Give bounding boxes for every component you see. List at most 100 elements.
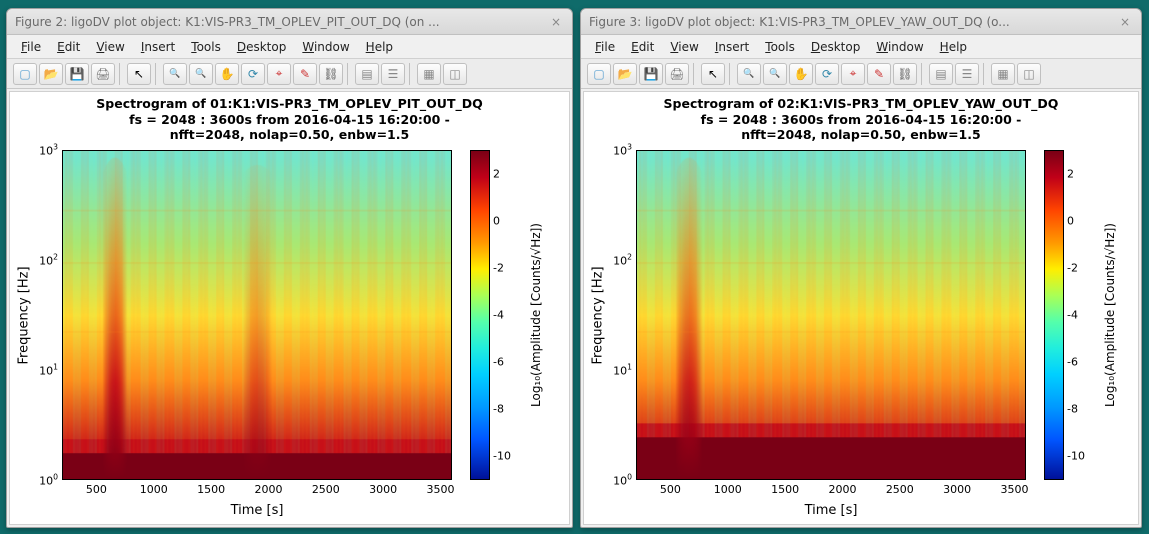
grid-icon[interactable]: ▦ xyxy=(417,63,441,85)
zoom-in-icon[interactable]: 🔍 xyxy=(737,63,761,85)
menu-edit[interactable]: Edit xyxy=(625,38,660,56)
x-tick: 3000 xyxy=(943,480,971,496)
link-icon[interactable]: ⛓ xyxy=(893,63,917,85)
menubar: FileEditView InsertToolsDesktopWindow Help xyxy=(7,35,572,59)
colorbar-icon[interactable]: ▤ xyxy=(929,63,953,85)
menu-file[interactable]: File xyxy=(589,38,621,56)
zoom-out-icon[interactable]: 🔍 xyxy=(763,63,787,85)
pointer-icon[interactable]: ↖ xyxy=(701,63,725,85)
y-tick: 101 xyxy=(613,363,636,378)
colorbar-label: Log₁₀(Amplitude [Counts/√Hz]) xyxy=(1102,150,1118,480)
datacursor-icon[interactable]: ⌖ xyxy=(267,63,291,85)
colorbar-tick: 2 xyxy=(1063,168,1074,181)
colorbar-tick: -4 xyxy=(1063,309,1078,322)
close-icon[interactable]: × xyxy=(1117,15,1133,29)
menu-window[interactable]: Window xyxy=(296,38,355,56)
menu-insert[interactable]: Insert xyxy=(709,38,755,56)
menu-view[interactable]: View xyxy=(664,38,704,56)
menubar: FileEditView InsertToolsDesktopWindow Help xyxy=(581,35,1141,59)
window-title: Figure 3: ligoDV plot object: K1:VIS-PR3… xyxy=(589,15,1117,29)
link-icon[interactable]: ⛓ xyxy=(319,63,343,85)
colorbar-icon[interactable]: ▤ xyxy=(355,63,379,85)
toolbar-separator xyxy=(693,63,697,85)
legend-icon[interactable]: ☰ xyxy=(955,63,979,85)
spectrogram-axes[interactable] xyxy=(636,150,1026,480)
menu-view[interactable]: View xyxy=(90,38,130,56)
x-tick: 1000 xyxy=(140,480,168,496)
zoom-in-icon[interactable]: 🔍 xyxy=(163,63,187,85)
x-tick: 3500 xyxy=(1001,480,1029,496)
titlebar[interactable]: Figure 2: ligoDV plot object: K1:VIS-PR3… xyxy=(7,9,572,35)
toolbar-separator xyxy=(347,63,351,85)
y-axis-label: Frequency [Hz] xyxy=(16,150,32,480)
x-tick: 1000 xyxy=(714,480,742,496)
rotate-icon[interactable]: ⟳ xyxy=(241,63,265,85)
colorbar-tick: 0 xyxy=(1063,215,1074,228)
spectrogram-axes[interactable] xyxy=(62,150,452,480)
close-icon[interactable]: × xyxy=(548,15,564,29)
x-tick: 500 xyxy=(660,480,681,496)
new-icon[interactable]: ▢ xyxy=(13,63,37,85)
axes-icon[interactable]: ◫ xyxy=(443,63,467,85)
colorbar: 20-2-4-6-8-10 xyxy=(470,150,490,480)
colorbar-tick: -4 xyxy=(489,309,504,322)
y-tick: 101 xyxy=(39,363,62,378)
window-title: Figure 2: ligoDV plot object: K1:VIS-PR3… xyxy=(15,15,548,29)
colorbar-tick: 0 xyxy=(489,215,500,228)
x-tick: 3500 xyxy=(427,480,455,496)
x-axis-label: Time [s] xyxy=(62,503,452,518)
open-icon[interactable]: 📂 xyxy=(39,63,63,85)
axes-icon[interactable]: ◫ xyxy=(1017,63,1041,85)
x-tick: 3000 xyxy=(369,480,397,496)
colorbar-label: Log₁₀(Amplitude [Counts/√Hz]) xyxy=(528,150,544,480)
colorbar-tick: 2 xyxy=(489,168,500,181)
toolbar-separator xyxy=(729,63,733,85)
menu-insert[interactable]: Insert xyxy=(135,38,181,56)
brush-icon[interactable]: ✎ xyxy=(867,63,891,85)
new-icon[interactable]: ▢ xyxy=(587,63,611,85)
toolbar-separator xyxy=(155,63,159,85)
titlebar[interactable]: Figure 3: ligoDV plot object: K1:VIS-PR3… xyxy=(581,9,1141,35)
colorbar: 20-2-4-6-8-10 xyxy=(1044,150,1064,480)
toolbar-separator xyxy=(409,63,413,85)
menu-file[interactable]: File xyxy=(15,38,47,56)
x-tick: 2500 xyxy=(886,480,914,496)
toolbar-separator xyxy=(983,63,987,85)
grid-icon[interactable]: ▦ xyxy=(991,63,1015,85)
colorbar-tick: -6 xyxy=(1063,355,1078,368)
print-icon[interactable]: 🖨 xyxy=(665,63,689,85)
print-icon[interactable]: 🖨 xyxy=(91,63,115,85)
pan-icon[interactable]: ✋ xyxy=(215,63,239,85)
datacursor-icon[interactable]: ⌖ xyxy=(841,63,865,85)
x-tick: 2000 xyxy=(254,480,282,496)
zoom-out-icon[interactable]: 🔍 xyxy=(189,63,213,85)
x-tick: 500 xyxy=(86,480,107,496)
pointer-icon[interactable]: ↖ xyxy=(127,63,151,85)
spectrogram-image xyxy=(63,151,451,479)
colorbar-tick: -2 xyxy=(489,262,504,275)
open-icon[interactable]: 📂 xyxy=(613,63,637,85)
menu-desktop[interactable]: Desktop xyxy=(805,38,867,56)
menu-window[interactable]: Window xyxy=(870,38,929,56)
figure-window-2: Figure 2: ligoDV plot object: K1:VIS-PR3… xyxy=(6,8,573,528)
menu-help[interactable]: Help xyxy=(934,38,973,56)
toolbar-separator xyxy=(119,63,123,85)
y-tick: 100 xyxy=(39,473,62,488)
menu-edit[interactable]: Edit xyxy=(51,38,86,56)
plot-area: Spectrogram of 01:K1:VIS-PR3_TM_OPLEV_PI… xyxy=(9,91,570,525)
pan-icon[interactable]: ✋ xyxy=(789,63,813,85)
menu-tools[interactable]: Tools xyxy=(759,38,801,56)
plot-title: Spectrogram of 02:K1:VIS-PR3_TM_OPLEV_YA… xyxy=(584,96,1138,143)
menu-tools[interactable]: Tools xyxy=(185,38,227,56)
colorbar-tick: -10 xyxy=(1063,449,1085,462)
brush-icon[interactable]: ✎ xyxy=(293,63,317,85)
menu-help[interactable]: Help xyxy=(360,38,399,56)
save-icon[interactable]: 💾 xyxy=(639,63,663,85)
legend-icon[interactable]: ☰ xyxy=(381,63,405,85)
colorbar-tick: -10 xyxy=(489,449,511,462)
rotate-icon[interactable]: ⟳ xyxy=(815,63,839,85)
save-icon[interactable]: 💾 xyxy=(65,63,89,85)
x-tick: 1500 xyxy=(197,480,225,496)
figure-window-3: Figure 3: ligoDV plot object: K1:VIS-PR3… xyxy=(580,8,1142,528)
menu-desktop[interactable]: Desktop xyxy=(231,38,293,56)
